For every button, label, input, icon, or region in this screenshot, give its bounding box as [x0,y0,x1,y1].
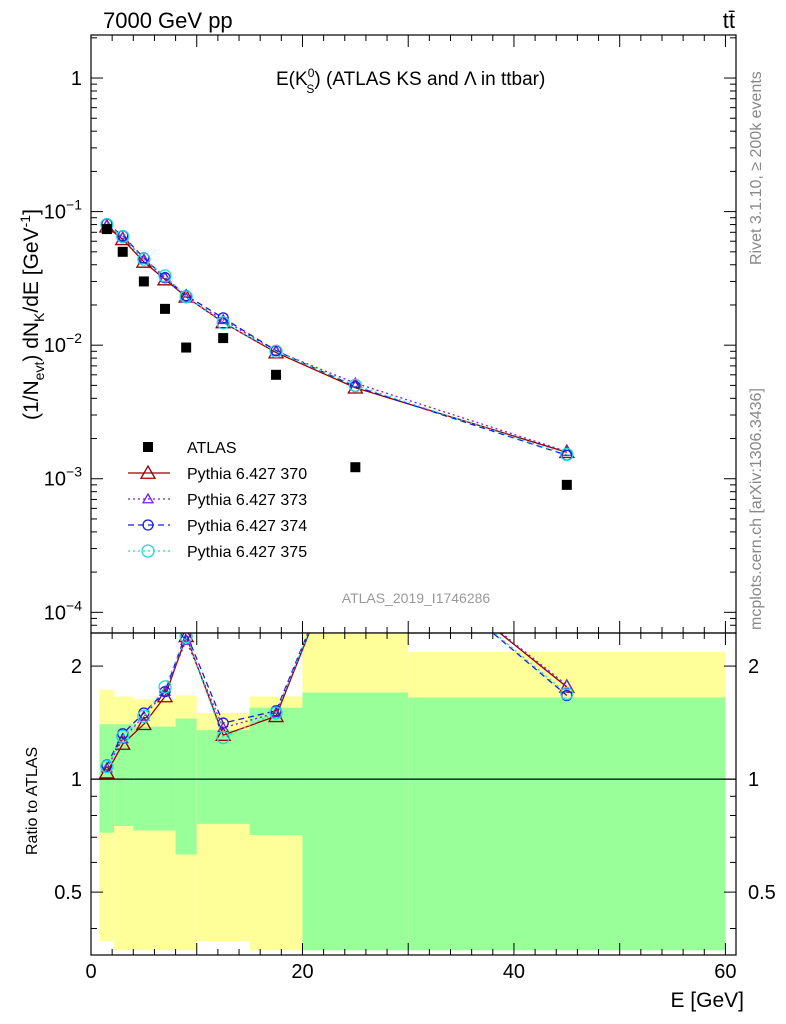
data-point [561,479,572,490]
uncertainty-band-inner [196,730,250,824]
legend: ATLAS Pythia 6.427 370 Pythia 6.427 373 Pyt… [128,440,307,561]
legend-marker [141,492,155,504]
main-ytick-label: 10−4 [44,597,82,624]
main-series-marker [560,447,574,462]
ratio-frame [90,632,737,956]
uncertainty-band-inner [408,697,726,951]
ratio-series-marker [560,686,574,701]
main-ytick-label: 10−1 [44,197,82,224]
main-series-marker [137,252,151,266]
ratio-series-group [98,633,575,779]
uncertainty-band-inner [302,692,409,951]
rivet-label: Rivet 3.1.10, ≥ 200k events [748,71,765,265]
ratio-series-line [106,633,568,766]
uncertainty-band-inner [133,726,176,831]
ratio-panel: 0.5 0.51 12 20 20 40 60 Ratio to ATLAS E [GeV] [24,632,776,1012]
ratio-series-marker [269,706,283,718]
legend-label: Pythia 6.427 375 [187,544,307,561]
ratio-series-marker [158,680,172,694]
main-series-marker [217,312,229,324]
data-point [350,462,361,473]
ratio-series-line [106,633,568,769]
data-point [181,342,192,353]
source-label: mcplots.cern.ch [arXiv:1306.3436] [748,388,765,630]
legend-marker [143,442,153,452]
main-series-marker [179,290,193,304]
ratio-ytick-label: 2 [71,656,82,678]
ratio-xtick-label: 40 [503,961,525,983]
data-point [138,276,149,287]
main-ytick-label: 1 [71,68,82,90]
ratio-series [98,633,575,779]
ratio-series-marker [269,706,283,720]
ratio-xtick-label: 60 [714,961,736,983]
ratio-bands [99,633,726,951]
main-series-marker [158,269,172,283]
ratio-series-marker [215,726,232,741]
energy-label: 7000 GeV pp [103,8,233,33]
ratio-series-marker [135,715,152,731]
ratio-xtick-label: 0 [85,961,96,983]
main-series-marker [216,316,230,330]
legend-label: Pythia 6.427 374 [187,518,307,535]
ratio-xtick-label: 20 [291,961,313,983]
ratio-ytick-label: 1 [71,769,82,791]
ratio-series-marker [561,689,573,702]
ratio-series-marker [137,709,151,723]
uncertainty-band-inner [175,718,197,855]
legend-marker [142,519,154,531]
data-point [271,369,282,380]
legend-label: Pythia 6.427 373 [187,492,307,509]
legend-marker [141,544,155,558]
main-series-marker [348,378,362,393]
main-series-line [106,224,568,456]
ratio-series-marker [159,685,171,698]
legend-label: ATLAS [187,440,237,457]
ratio-series-marker [216,730,230,745]
data-point [218,333,229,344]
ratio-ytick-label-right: 0.5 [748,882,776,904]
main-ylabel: (1/Nevt) dNK/dE [GeV-1] [17,209,47,420]
main-series-line [106,226,568,453]
main-series-marker [116,229,130,244]
data-point [160,303,171,314]
main-series [98,217,575,462]
legend-label: Pythia 6.427 370 [187,466,307,483]
ratio-ytick-label-right: 2 [748,656,759,678]
main-series-marker [159,272,171,284]
legend-marker [139,464,157,479]
chart-title: E(K0 S) (ATLAS KS and Λ in ttbar) [276,66,545,96]
ratio-series-marker [179,633,193,644]
watermark: ATLAS_2019_I1746286 [342,590,491,606]
ratio-series-marker [158,685,172,697]
ratio-series-marker [100,761,113,773]
main-ytick-label: 10−3 [44,464,82,491]
ratio-ylabel: Ratio to ATLAS [24,747,41,855]
data-point [101,224,112,235]
ratio-ytick-label: 0.5 [54,882,82,904]
ratio-series-marker [560,678,573,690]
main-axes: 1 10−1 10−2 10−3 10−4 [44,35,736,634]
main-data-points [101,224,572,490]
ratio-ytick-label-right: 1 [748,769,759,791]
ratio-axes: 0.5 0.51 12 20 20 40 60 [54,633,776,983]
main-plot-area [91,35,736,633]
ratio-series-marker [100,759,114,774]
uncertainty-band-inner [249,707,303,835]
main-ytick-label: 10−2 [44,330,82,357]
process-label: tt̄ [723,8,735,33]
ratio-series-marker [116,729,130,743]
main-panel: E(K0 S) (ATLAS KS and Λ in ttbar) 1 10−1 10… [17,34,737,634]
main-series-marker [269,344,283,358]
data-point [117,246,128,257]
ratio-xlabel: E [GeV] [670,989,744,1012]
